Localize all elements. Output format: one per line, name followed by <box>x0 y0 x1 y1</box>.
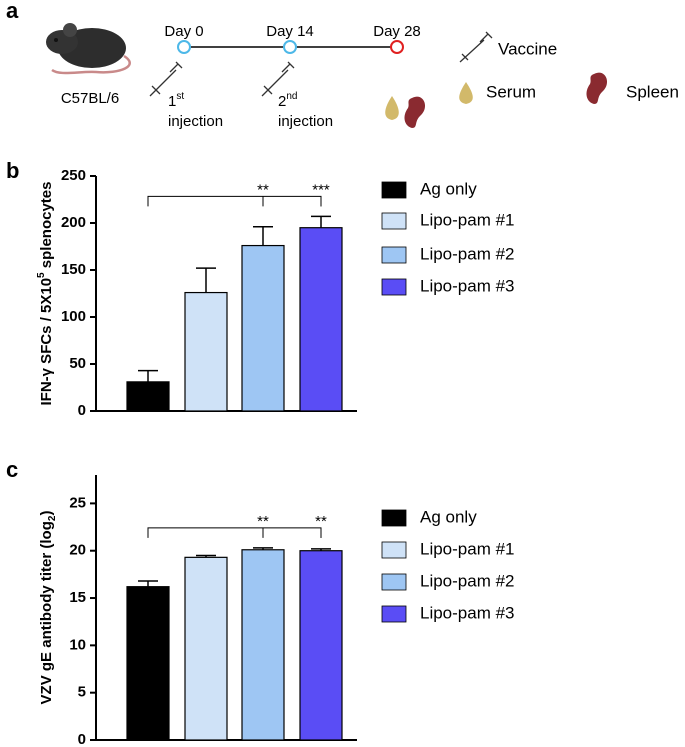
legend-label: Ag only <box>420 179 477 198</box>
y-tick-label: 25 <box>69 494 86 511</box>
y-axis-label-part: splenocytes <box>38 182 55 273</box>
y-tick-label: 250 <box>61 167 86 184</box>
significance-label: ** <box>257 181 269 198</box>
bar <box>241 549 285 741</box>
legend-label: Vaccine <box>498 39 557 58</box>
timepoint <box>390 40 404 54</box>
legend-swatch <box>381 509 407 527</box>
significance-label: *** <box>312 181 330 198</box>
bar <box>299 550 343 741</box>
legend-label: Spleen <box>626 82 679 101</box>
day-label: Day 14 <box>266 23 314 40</box>
serum-icon <box>385 96 399 120</box>
significance-label: ** <box>315 513 327 530</box>
bar <box>184 291 228 412</box>
y-tick-label: 20 <box>69 542 86 559</box>
y-tick-label: 0 <box>78 731 86 747</box>
y-axis-label: VZV gE antibody titer (log2) <box>38 511 58 705</box>
y-axis-label-part: VZV gE antibody titer (log <box>38 521 55 704</box>
y-tick-label: 100 <box>61 308 86 325</box>
injection-label: injection <box>278 113 333 130</box>
day-label: Day 0 <box>164 23 203 40</box>
legend-label: Serum <box>486 82 536 101</box>
legend-label: Lipo-pam #3 <box>420 603 515 622</box>
legend-label: Lipo-pam #1 <box>420 539 515 558</box>
significance-label: ** <box>257 513 269 530</box>
significance-bracket <box>147 195 322 207</box>
y-tick-label: 10 <box>69 636 86 653</box>
y-tick-label: 150 <box>61 261 86 278</box>
timepoint <box>283 40 297 54</box>
panel-label: c <box>6 457 18 482</box>
legend-swatch <box>381 246 407 264</box>
spleen-icon <box>404 96 426 128</box>
panel-label: b <box>6 158 19 183</box>
bar <box>126 381 170 412</box>
legend-label: Lipo-pam #2 <box>420 244 515 263</box>
y-axis-label-part: ) <box>38 511 55 516</box>
panel-label: a <box>6 0 19 23</box>
syringe-icon <box>149 31 493 97</box>
y-tick-label: 50 <box>69 355 86 372</box>
serum-icon <box>459 82 473 104</box>
y-axis-label-part: 5 <box>36 272 47 278</box>
bar <box>299 227 343 412</box>
legend-swatch <box>381 605 407 623</box>
bar <box>184 556 228 741</box>
legend-label: Lipo-pam #1 <box>420 210 515 229</box>
legend-label: Lipo-pam #2 <box>420 571 515 590</box>
day-label: Day 28 <box>373 23 421 40</box>
y-axis-label-part: IFN-γ SFCs / 5X10 <box>38 278 55 406</box>
y-tick-label: 5 <box>78 684 86 701</box>
bar <box>126 586 170 741</box>
injection-label: 1st <box>168 91 184 110</box>
spleen-icon <box>586 72 608 104</box>
bar <box>241 244 285 412</box>
legend-swatch <box>381 573 407 591</box>
y-tick-label: 0 <box>78 402 86 419</box>
y-tick-label: 200 <box>61 214 86 231</box>
significance-bracket <box>147 527 322 538</box>
legend-swatch <box>381 212 407 230</box>
legend-swatch <box>381 181 407 199</box>
injection-label: injection <box>168 113 223 130</box>
y-axis-label: IFN-γ SFCs / 5X105 splenocytes <box>36 182 55 406</box>
y-axis-label-part: 2 <box>47 515 58 521</box>
y-tick-label: 15 <box>69 589 86 606</box>
legend-label: Lipo-pam #3 <box>420 276 515 295</box>
timepoint <box>177 40 191 54</box>
legend-swatch <box>381 278 407 296</box>
injection-label: 2nd <box>278 91 297 110</box>
strain: C57BL/6 <box>61 90 119 107</box>
mouse-icon <box>46 23 131 75</box>
legend-label: Ag only <box>420 507 477 526</box>
legend-swatch <box>381 541 407 559</box>
